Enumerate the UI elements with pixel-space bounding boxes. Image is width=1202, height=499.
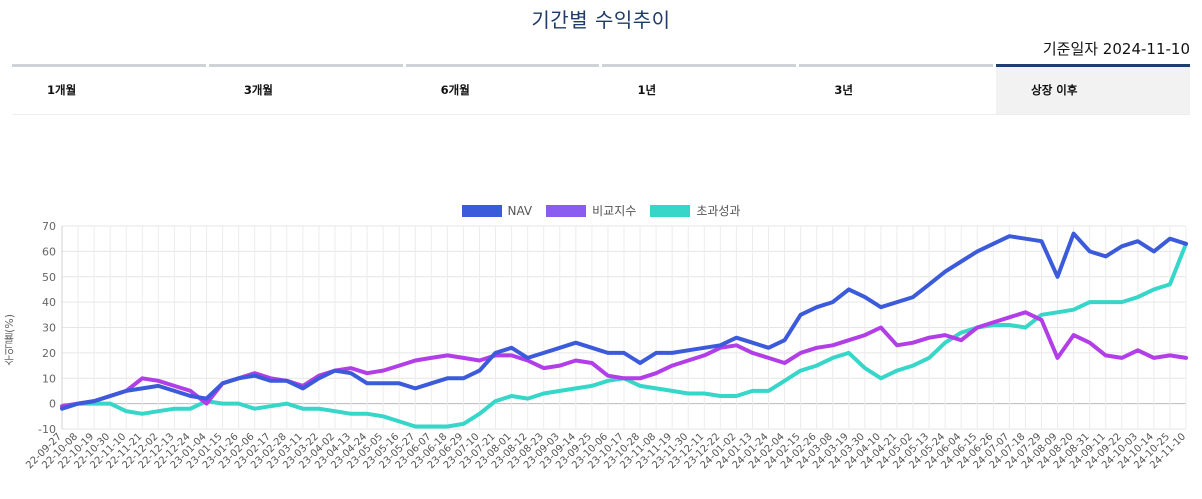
tab-label: 상장 이후 <box>1031 83 1078 97</box>
legend-swatch-nav <box>461 204 502 217</box>
tab-label: 3개월 <box>243 83 273 97</box>
y-tick-label: 20 <box>42 347 56 360</box>
tab-3-months[interactable]: 3개월 <box>208 64 403 114</box>
tab-3-years[interactable]: 3년 <box>799 64 994 114</box>
legend-label-excess: 초과성과 <box>696 204 741 218</box>
tab-since-listing[interactable]: 상장 이후 <box>996 64 1190 114</box>
y-tick-label: 60 <box>42 245 56 258</box>
legend-item-benchmark[interactable]: 비교지수 <box>546 202 636 219</box>
y-tick-label: 70 <box>42 220 56 233</box>
y-tick-label: 40 <box>42 296 56 309</box>
legend-label-benchmark: 비교지수 <box>592 204 637 218</box>
return-trend-chart: -1001020304050607022-09-2722-10-0822-10-… <box>24 220 1188 471</box>
legend-item-nav[interactable]: NAV <box>461 202 533 219</box>
y-tick-label: 0 <box>49 398 56 411</box>
tab-label: 3년 <box>834 83 853 97</box>
legend-swatch-benchmark <box>546 204 587 217</box>
tab-6-months[interactable]: 6개월 <box>405 64 600 114</box>
tab-1-month[interactable]: 1개월 <box>12 64 206 114</box>
period-tabs: 1개월 3개월 6개월 1년 3년 상장 이후 <box>12 64 1190 115</box>
tab-label: 6개월 <box>440 83 470 97</box>
y-tick-label: 30 <box>42 322 56 335</box>
y-tick-label: 10 <box>42 372 56 385</box>
tab-1-year[interactable]: 1년 <box>602 64 797 114</box>
chart-legend: NAV 비교지수 초과성과 <box>0 202 1202 219</box>
tab-label: 1년 <box>637 83 657 97</box>
tab-label: 1개월 <box>47 83 77 97</box>
series-line-nav <box>60 231 1188 411</box>
legend-label-nav: NAV <box>507 203 533 218</box>
legend-swatch-excess <box>650 204 691 217</box>
y-tick-label: 50 <box>42 271 56 284</box>
y-tick-label: -10 <box>38 423 56 436</box>
base-date: 기준일자 2024-11-10 <box>1042 40 1190 58</box>
page-title: 기간별 수익추이 <box>531 8 671 32</box>
legend-item-excess[interactable]: 초과성과 <box>650 202 740 219</box>
